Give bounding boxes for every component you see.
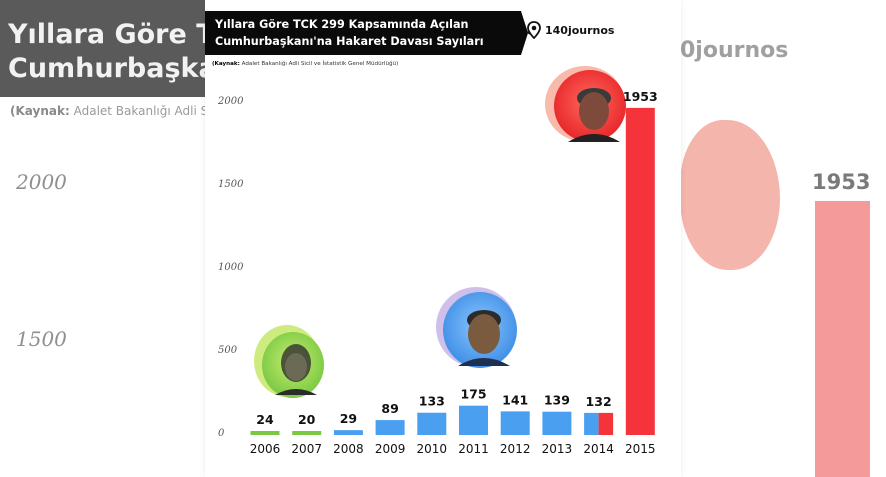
y-tick-1500: 1500 bbox=[218, 179, 244, 190]
x-tick-2015: 2015 bbox=[625, 442, 656, 456]
value-label-2014: 132 bbox=[586, 394, 612, 409]
background-tick-1500: 1500 bbox=[16, 327, 67, 351]
presidential-portrait-3 bbox=[545, 66, 626, 142]
value-label-2008: 29 bbox=[340, 411, 357, 426]
bars-group bbox=[250, 107, 655, 435]
value-labels-group: 24 20 29 89 133 175 141 139 132 1953 bbox=[256, 89, 657, 427]
x-tick-2013: 2013 bbox=[542, 442, 573, 456]
y-axis: 0 500 1000 1500 2000 bbox=[217, 96, 244, 439]
background-source-text: Adalet Bakanlığı Adli Sicil bbox=[73, 104, 225, 118]
value-label-2006: 24 bbox=[256, 412, 274, 427]
x-tick-2012: 2012 bbox=[500, 442, 531, 456]
bar-2006 bbox=[250, 430, 280, 435]
chart-title-line1: Yıllara Göre TCK 299 Kapsamında Açılan bbox=[215, 18, 469, 31]
x-tick-2009: 2009 bbox=[375, 442, 406, 456]
bar-2012 bbox=[500, 411, 530, 435]
bar-2015 bbox=[625, 107, 655, 435]
y-tick-1000: 1000 bbox=[218, 262, 244, 273]
background-value-label: 1953 bbox=[812, 170, 871, 194]
x-tick-2010: 2010 bbox=[417, 442, 448, 456]
y-tick-2000: 2000 bbox=[217, 96, 244, 107]
value-label-2009: 89 bbox=[381, 401, 398, 416]
source-prefix: (Kaynak: bbox=[212, 61, 240, 67]
source-text: Adalet Bakanlığı Adli Sicil ve İstatisti… bbox=[241, 61, 399, 67]
background-portrait bbox=[680, 120, 780, 270]
chart-title-line2: Cumhurbaşkanı'na Hakaret Davası Sayıları bbox=[215, 35, 484, 48]
title-box: Yıllara Göre TCK 299 Kapsamında Açılan C… bbox=[205, 11, 521, 55]
value-label-2010: 133 bbox=[419, 394, 445, 409]
background-bar bbox=[815, 201, 870, 477]
background-brand: 0journos bbox=[680, 38, 789, 63]
bar-chart: 0 500 1000 1500 2000 24 20 29 89 133 175 141 13… bbox=[217, 66, 658, 456]
value-label-2015: 1953 bbox=[623, 89, 658, 104]
value-label-2007: 20 bbox=[298, 412, 316, 427]
bar-2010 bbox=[417, 412, 447, 435]
bar-2009 bbox=[375, 420, 405, 435]
value-label-2012: 141 bbox=[502, 392, 528, 407]
x-tick-2007: 2007 bbox=[291, 442, 322, 456]
background-source: (Kaynak: Adalet Bakanlığı Adli Sicil bbox=[10, 104, 225, 118]
x-tick-2011: 2011 bbox=[458, 442, 489, 456]
brand-name: 140journos bbox=[545, 23, 615, 37]
x-tick-2014: 2014 bbox=[583, 442, 614, 456]
x-tick-2008: 2008 bbox=[333, 442, 364, 456]
background-title-band bbox=[0, 0, 230, 97]
location-pin-icon bbox=[525, 21, 541, 39]
y-tick-0: 0 bbox=[218, 428, 225, 439]
infographic-panel: Yıllara Göre TCK 299 Kapsamında Açılan C… bbox=[205, 0, 681, 477]
source-note: (Kaynak: Adalet Bakanlığı Adli Sicil ve … bbox=[212, 61, 398, 67]
x-axis: 2006 2007 2008 2009 2010 2011 2012 2013 2014 2015 bbox=[250, 442, 656, 456]
bar-2008 bbox=[333, 430, 363, 435]
chart-title: Yıllara Göre TCK 299 Kapsamında Açılan C… bbox=[215, 16, 484, 50]
background-source-prefix: (Kaynak: bbox=[10, 104, 70, 118]
bar-2007 bbox=[292, 431, 322, 435]
background-tick-2000: 2000 bbox=[16, 170, 67, 194]
bar-2011 bbox=[459, 405, 488, 435]
y-tick-500: 500 bbox=[218, 345, 238, 356]
value-label-2013: 139 bbox=[544, 393, 570, 408]
value-label-2011: 175 bbox=[460, 387, 486, 402]
title-arrow bbox=[521, 11, 528, 55]
bar-2014-red bbox=[598, 412, 614, 435]
presidential-portrait-2 bbox=[436, 287, 517, 368]
brand-logo: 140journos bbox=[525, 21, 614, 39]
x-tick-2006: 2006 bbox=[250, 442, 281, 456]
bar-2014-blue bbox=[584, 412, 599, 435]
presidential-portrait-1 bbox=[254, 325, 324, 398]
bar-2013 bbox=[542, 411, 572, 435]
